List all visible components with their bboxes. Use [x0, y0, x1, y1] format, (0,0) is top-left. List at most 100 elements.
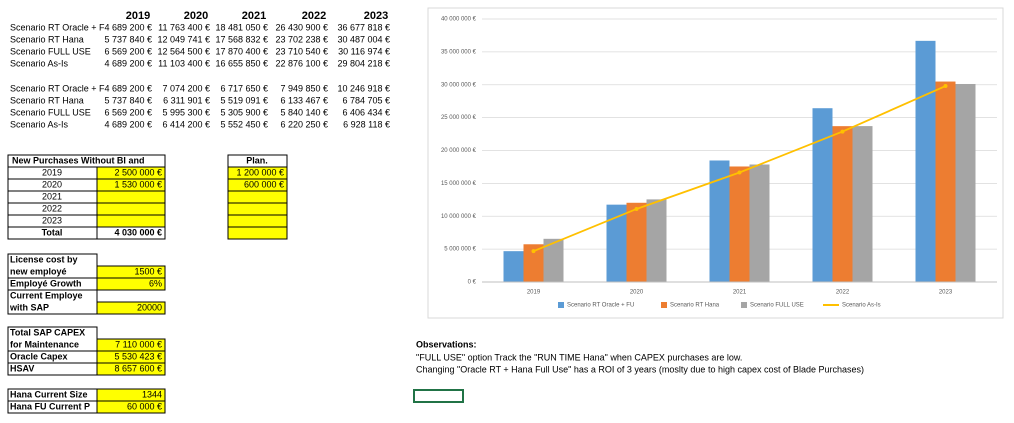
cell: 6 220 250 €: [280, 119, 328, 129]
row-label: Oracle Capex: [10, 351, 68, 361]
observation-line: "FULL USE" option Track the "RUN TIME Ha…: [416, 352, 742, 362]
input-cell: [227, 226, 288, 240]
observation-line: Changing "Oracle RT + Hana Full Use" has…: [416, 364, 864, 374]
x-tick-label: 2019: [527, 290, 541, 296]
input-cell: [96, 400, 166, 414]
cell: 12 049 741 €: [157, 34, 210, 44]
row-label: Total SAP CAPEX: [10, 327, 85, 337]
cell: 23 702 238 €: [275, 34, 328, 44]
cell: 6 717 650 €: [220, 83, 268, 93]
row-label: with SAP: [9, 302, 49, 312]
cell: 600 000 €: [244, 179, 284, 189]
row-label: Scenario RT Hana: [10, 34, 84, 44]
table-title: New Purchases Without BI and: [12, 155, 144, 165]
year-header: 2021: [242, 10, 266, 22]
cell: 16 655 850 €: [215, 58, 268, 68]
x-tick-label: 2020: [630, 290, 644, 296]
cell: 29 804 218 €: [337, 58, 390, 68]
y-tick-label: 10 000 000 €: [441, 214, 477, 220]
cell: 60 000 €: [127, 401, 162, 411]
cell: 1 530 000 €: [114, 179, 162, 189]
row-label: 2022: [42, 203, 62, 213]
cell: 5 737 840 €: [104, 95, 152, 105]
table-title: Plan.: [246, 155, 268, 165]
row-label: Scenario RT Oracle + F: [10, 22, 105, 32]
input-cell: [96, 362, 166, 376]
cell: 5 995 300 €: [162, 107, 210, 117]
input-cell: [227, 190, 288, 204]
year-header: 2019: [126, 10, 150, 22]
cell: 6%: [149, 278, 162, 288]
x-tick-label: 2022: [836, 290, 850, 296]
cell: 18 481 050 €: [215, 22, 268, 32]
row-label: Scenario As-Is: [10, 119, 69, 129]
cell-box: [96, 226, 166, 240]
cell: 1 200 000 €: [236, 167, 284, 177]
cell: 6 569 200 €: [104, 46, 152, 56]
bar: [852, 126, 873, 282]
x-tick-label: 2021: [733, 290, 747, 296]
input-cell: [227, 214, 288, 228]
cell-box: [7, 253, 98, 279]
bar: [749, 164, 770, 282]
bar: [626, 202, 647, 282]
y-tick-label: 5 000 000 €: [444, 247, 476, 253]
cell: 30 487 004 €: [337, 34, 390, 44]
year-header: 2022: [302, 10, 326, 22]
bar: [543, 238, 564, 282]
cell: 2 500 000 €: [114, 167, 162, 177]
row-label: Hana Current Size: [10, 389, 88, 399]
line-point: [737, 170, 742, 175]
legend-swatch: [661, 302, 667, 308]
line-point: [840, 129, 845, 134]
y-tick-label: 20 000 000 €: [441, 148, 477, 154]
legend-swatch: [741, 302, 747, 308]
cell: 8 657 600 €: [114, 363, 162, 373]
row-label: Current Employe: [10, 290, 83, 300]
cell: 36 677 818 €: [337, 22, 390, 32]
y-tick-label: 35 000 000 €: [441, 49, 477, 55]
row-label: Scenario As-Is: [10, 58, 69, 68]
row-label: for Maintenance: [10, 339, 79, 349]
cell: 11 103 400 €: [158, 58, 210, 68]
year-header: 2020: [184, 10, 208, 22]
cell: 22 876 100 €: [275, 58, 328, 68]
y-tick-label: 30 000 000 €: [441, 82, 477, 88]
cell: 4 689 200 €: [104, 119, 152, 129]
bar: [729, 166, 750, 282]
line-point: [943, 84, 948, 89]
row-label: Hana FU Current P: [10, 401, 90, 411]
cell: 5 840 140 €: [280, 107, 328, 117]
bar: [709, 160, 730, 282]
cell: 5 737 840 €: [104, 34, 152, 44]
cell: 5 552 450 €: [220, 119, 268, 129]
y-tick-label: 25 000 000 €: [441, 115, 477, 121]
cell: 6 928 118 €: [343, 119, 390, 129]
row-label: Scenario FULL USE: [10, 46, 91, 56]
cell: 1500 €: [134, 266, 162, 276]
row-label: new employé: [10, 266, 67, 276]
cell: 7 949 850 €: [280, 83, 328, 93]
line-point: [531, 249, 536, 254]
bar: [523, 244, 544, 282]
year-header: 2023: [364, 10, 388, 22]
legend-label: Scenario As-Is: [842, 303, 881, 309]
cell: 6 406 434 €: [342, 107, 390, 117]
cell: 5 519 091 €: [220, 95, 268, 105]
selected-cell[interactable]: [413, 389, 464, 403]
cell: 1344: [142, 389, 162, 399]
cell: 17 568 832 €: [215, 34, 268, 44]
bar: [606, 204, 627, 282]
cell: 30 116 974 €: [338, 46, 390, 56]
cell: 11 763 400 €: [158, 22, 210, 32]
cell: 5 305 900 €: [220, 107, 268, 117]
input-cell: [96, 202, 166, 216]
y-tick-label: 15 000 000 €: [441, 181, 477, 187]
legend-swatch: [558, 302, 564, 308]
bar: [935, 81, 956, 283]
input-cell: [96, 190, 166, 204]
cell: 26 430 900 €: [275, 22, 328, 32]
y-tick-label: 40 000 000 €: [441, 17, 477, 23]
cell: 4 689 200 €: [104, 22, 152, 32]
